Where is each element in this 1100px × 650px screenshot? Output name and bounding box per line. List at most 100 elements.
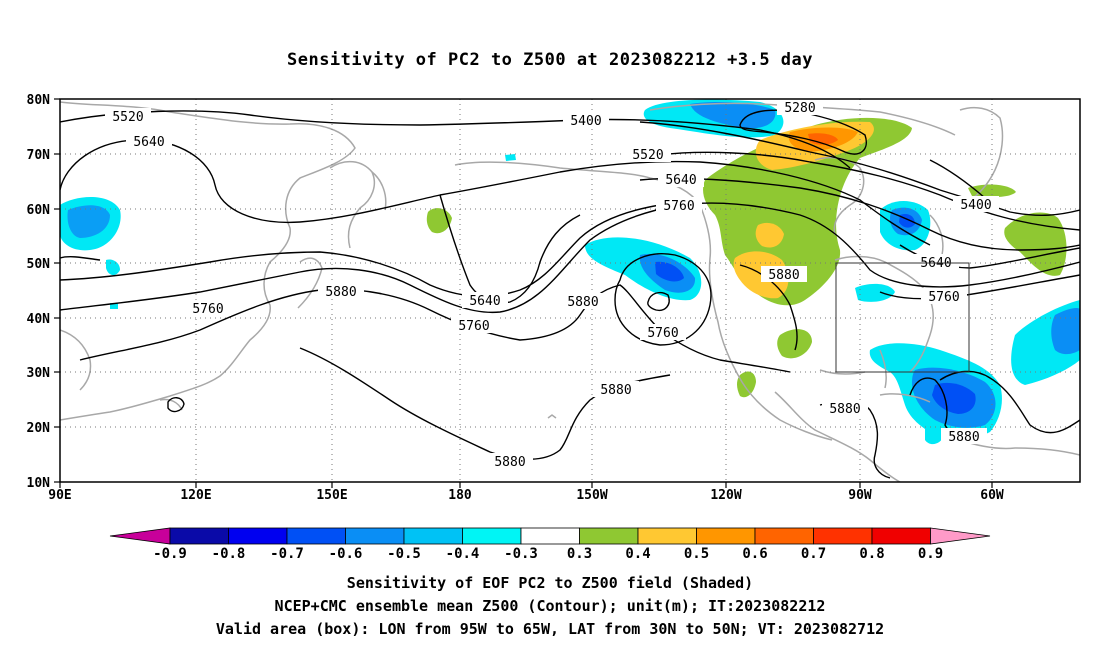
contour-label-12: 5760 xyxy=(192,302,223,317)
coast-hawaii xyxy=(547,414,557,419)
coast-alaska xyxy=(454,161,833,441)
lat-label-70n: 70N xyxy=(27,148,51,163)
lat-label-10n: 10N xyxy=(27,476,51,491)
colorbar-label-9: 0.4 xyxy=(625,546,650,562)
coast-south-america xyxy=(959,439,1080,456)
lat-label-40n: 40N xyxy=(27,312,51,327)
contour-label-7: 5760 xyxy=(663,199,694,214)
shade-blue-asia xyxy=(67,205,110,238)
shade-green-mexico xyxy=(737,371,756,398)
caption-valid-area: Valid area (box): LON from 95W to 65W, L… xyxy=(215,620,885,638)
coast-philippines xyxy=(159,398,183,411)
contour-5880-main xyxy=(79,284,791,373)
lon-label-180: 180 xyxy=(448,488,472,503)
contour-label-19: 5880 xyxy=(494,455,525,470)
contour-5760-east xyxy=(879,274,1080,300)
contour-5880-pac xyxy=(299,347,671,460)
colorbar-label-10: 0.5 xyxy=(684,546,709,562)
shade-cyan-caribbean xyxy=(925,423,945,445)
contour-5760-b xyxy=(60,204,661,298)
contour-5400-east xyxy=(929,159,986,199)
lat-label-20n: 20N xyxy=(27,421,51,436)
contour-label-21: 5880 xyxy=(948,430,979,445)
contour-labels: 5520 5640 5280 5400 5520 5640 5760 5880 … xyxy=(105,99,999,470)
coast-sea-okhotsk xyxy=(329,160,376,249)
lat-label-80n: 80N xyxy=(27,93,51,108)
colorbar-label-3: -0.7 xyxy=(270,546,304,562)
colorbar-label-7: -0.3 xyxy=(504,546,538,562)
lon-label-150w: 150W xyxy=(576,488,607,503)
contour-label-20: 5880 xyxy=(829,402,860,417)
lon-label-150e: 150E xyxy=(316,488,347,503)
contour-5760-main xyxy=(60,202,1080,314)
colorbar-label-14: 0.9 xyxy=(918,546,943,562)
contour-5880-us xyxy=(739,264,798,351)
shade-green-atlantic xyxy=(1004,212,1067,276)
axis-ticks xyxy=(54,98,993,488)
latitude-labels: 80N 70N 60N 50N 40N 30N 20N 10N xyxy=(27,93,51,491)
contour-5520-west xyxy=(60,110,851,169)
coast-japan xyxy=(297,257,323,309)
colorbar-bin-5 xyxy=(403,527,463,545)
colorbar-bin-4 xyxy=(345,527,405,545)
lon-label-60w: 60W xyxy=(980,488,1004,503)
coast-greenland xyxy=(959,106,1004,201)
colorbar-bin-8 xyxy=(579,527,639,545)
contour-5400-arctic xyxy=(639,121,1080,216)
colorbar-bin-13 xyxy=(871,527,931,545)
contour-label-3: 5280 xyxy=(784,101,815,116)
caption-contour: NCEP+CMC ensemble mean Z500 (Contour); u… xyxy=(274,597,826,615)
colorbar-label-1: -0.9 xyxy=(153,546,187,562)
colorbar-bin-3 xyxy=(286,527,346,545)
valid-area-box xyxy=(835,262,970,373)
colorbar-label-5: -0.5 xyxy=(387,546,421,562)
contour-label-17: 5760 xyxy=(647,326,678,341)
shade-cyan-small1 xyxy=(106,259,120,276)
contour-label-6: 5640 xyxy=(665,173,696,188)
contour-5760-low xyxy=(614,253,712,346)
colorbar-left-triangle xyxy=(109,527,171,545)
lon-label-90e: 90E xyxy=(48,488,71,503)
contour-label-15: 5760 xyxy=(458,319,489,334)
colorbar-bin-9 xyxy=(637,527,697,545)
coast-labrador xyxy=(929,214,944,256)
coast-cuba xyxy=(879,393,931,403)
colorbar-bin-10 xyxy=(696,527,756,545)
contour-5520-a xyxy=(659,151,1080,231)
colorbar-label-11: 0.6 xyxy=(742,546,767,562)
contour-label-4: 5400 xyxy=(570,114,601,129)
coast-kamchatka xyxy=(371,171,387,211)
lat-label-30n: 30N xyxy=(27,366,51,381)
colorbar: -0.9 -0.8 -0.7 -0.6 -0.5 -0.4 -0.3 0.3 0… xyxy=(109,527,991,562)
coast-gulf xyxy=(819,369,866,375)
colorbar-label-8: 0.3 xyxy=(567,546,592,562)
coast-mexico xyxy=(774,391,901,482)
contour-low-center xyxy=(647,291,670,312)
colorbar-label-13: 0.8 xyxy=(859,546,884,562)
coast-india xyxy=(60,329,92,391)
contour-label-16: 5880 xyxy=(567,295,598,310)
lat-label-60n: 60N xyxy=(27,203,51,218)
shade-blue-arctic xyxy=(690,102,776,129)
contour-label-11: 5760 xyxy=(928,290,959,305)
map-frame xyxy=(59,98,1081,483)
shade-green-florida xyxy=(777,329,812,359)
colorbar-bin-2 xyxy=(228,527,288,545)
coast-florida xyxy=(879,349,887,389)
colorbar-bin-1 xyxy=(169,527,229,545)
contour-label-8: 5880 xyxy=(768,268,799,283)
contour-5640-b xyxy=(639,177,1080,251)
contour-label-9: 5400 xyxy=(960,198,991,213)
lon-label-90w: 90W xyxy=(848,488,872,503)
colorbar-bin-12 xyxy=(813,527,873,545)
longitude-labels: 90E 120E 150E 180 150W 120W 90W 60W xyxy=(48,488,1004,503)
contour-label-2: 5640 xyxy=(133,135,164,150)
contour-5640-pac xyxy=(439,194,581,304)
lon-label-120e: 120E xyxy=(180,488,211,503)
lon-label-120w: 120W xyxy=(710,488,741,503)
colorbar-label-6: -0.4 xyxy=(446,546,480,562)
colorbar-bin-11 xyxy=(754,527,814,545)
shade-yellow-plains xyxy=(755,222,784,248)
shade-dblue-npac xyxy=(655,261,684,282)
colorbar-label-2: -0.8 xyxy=(212,546,246,562)
